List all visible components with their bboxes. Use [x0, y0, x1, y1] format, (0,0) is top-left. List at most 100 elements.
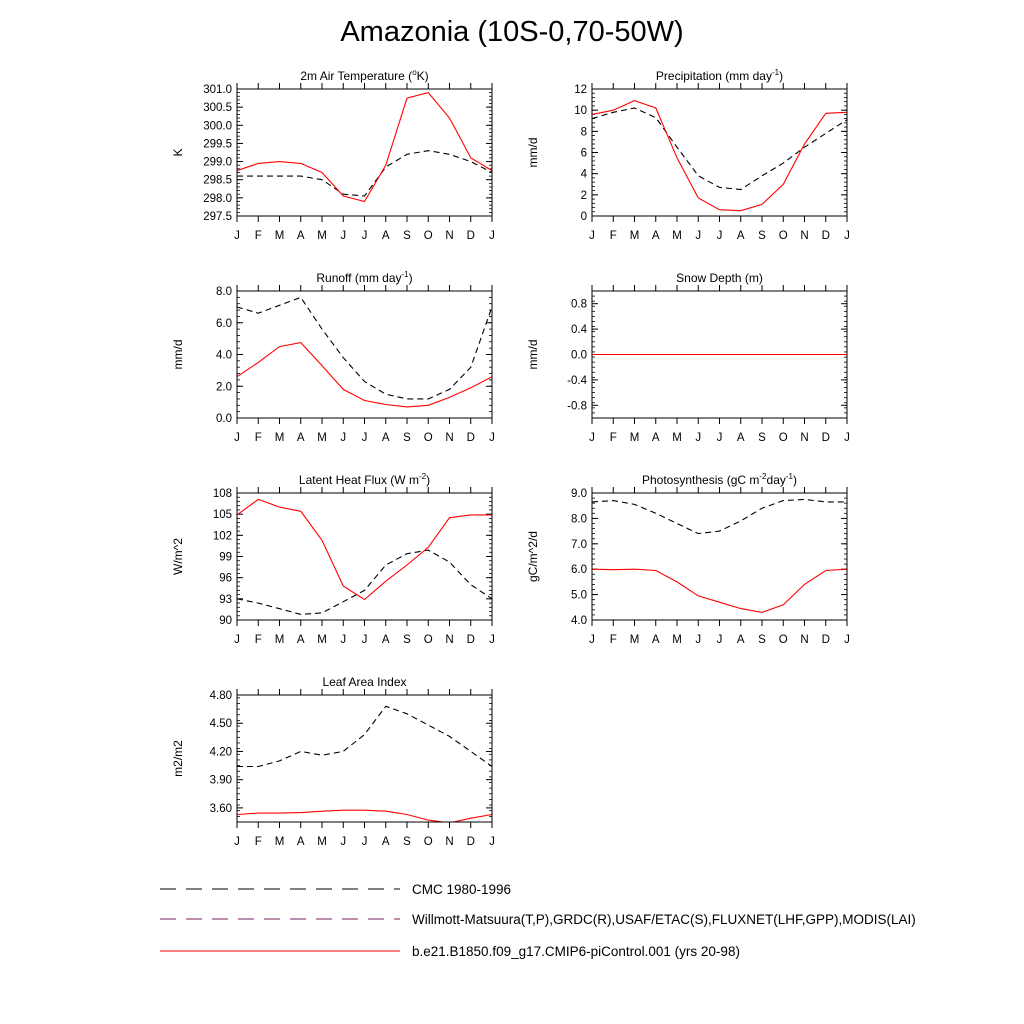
plot-frame	[236, 492, 493, 621]
x-tick-label: J	[695, 230, 701, 242]
x-tick-label: J	[695, 634, 701, 646]
series-obs-line	[592, 498, 847, 535]
y-tick-label: 300.5	[203, 102, 232, 114]
y-tick-label: 8.0	[571, 513, 587, 525]
title-rest: K)	[417, 69, 429, 83]
plot-frame	[591, 290, 848, 419]
y-tick-label: 0.4	[571, 324, 588, 336]
y-tick-label: 0.0	[571, 350, 587, 362]
x-tick-label: J	[717, 634, 723, 646]
x-tick-label: J	[234, 634, 240, 646]
x-tick-label: M	[317, 230, 327, 242]
y-tick-label: 6	[581, 148, 587, 160]
x-tick-label: A	[737, 634, 745, 646]
panel-6: Photosynthesis (gC m-2day-1) gC/m^2/d 4.0 5…	[526, 472, 850, 646]
y-tick-label: 4	[581, 169, 588, 181]
y-tick-label: 299.5	[203, 138, 232, 150]
y-tick-label: 300.0	[203, 120, 232, 132]
x-tick-label: S	[403, 836, 411, 848]
x-tick-label: M	[275, 634, 285, 646]
y-tick-label: 0	[581, 211, 587, 223]
y-axis-label: gC/m^2/d	[526, 531, 540, 582]
legend-label: b.e21.B1850.f09_g17.CMIP6-piControl.001 …	[412, 944, 740, 959]
plot-frame	[236, 694, 493, 823]
x-tick-label: D	[467, 432, 475, 444]
x-tick-label: A	[382, 634, 390, 646]
series-model-line	[237, 498, 492, 601]
x-tick-label: F	[610, 634, 617, 646]
x-tick-label: J	[362, 836, 368, 848]
x-tick-label: A	[737, 432, 745, 444]
x-tick-label: S	[403, 230, 411, 242]
x-tick-label: M	[317, 432, 327, 444]
panel-title: Precipitation (mm day-1)	[656, 68, 783, 83]
x-tick-label: F	[610, 432, 617, 444]
x-tick-label: J	[362, 432, 368, 444]
panel-title: Snow Depth (m)	[676, 271, 763, 285]
series-obs-line	[237, 150, 492, 197]
x-tick-label: M	[630, 634, 640, 646]
title-superscript: -2	[419, 472, 427, 481]
x-tick-label: M	[672, 230, 682, 242]
x-tick-label: O	[424, 432, 433, 444]
legend: CMC 1980-1996 Willmott-Matsuura(T,P),GRDC…	[160, 882, 916, 959]
x-tick-label: O	[779, 432, 788, 444]
x-tick-label: J	[362, 230, 368, 242]
x-tick-label: N	[800, 634, 808, 646]
x-tick-label: S	[403, 432, 411, 444]
x-tick-label: J	[340, 634, 346, 646]
legend-label: Willmott-Matsuura(T,P),GRDC(R),USAF/ETAC…	[412, 912, 916, 927]
x-tick-label: M	[317, 836, 327, 848]
y-tick-label: 2.0	[216, 381, 232, 393]
x-tick-label: J	[695, 432, 701, 444]
y-tick-label: 5.0	[571, 590, 587, 602]
x-tick-label: N	[445, 634, 453, 646]
panel-5: Latent Heat Flux (W m-2) W/m^2 90 93 96 99 102…	[171, 472, 495, 646]
y-tick-label: 99	[219, 552, 232, 564]
x-tick-label: A	[652, 230, 660, 242]
y-tick-label: 93	[219, 594, 232, 606]
x-tick-label: J	[234, 230, 240, 242]
series-model-line	[237, 91, 492, 203]
x-tick-label: M	[630, 432, 640, 444]
x-tick-label: F	[610, 230, 617, 242]
x-tick-label: O	[779, 634, 788, 646]
title-main: Latent Heat Flux (W m	[299, 473, 419, 487]
panel-title: 2m Air Temperature (oK)	[300, 68, 428, 83]
x-tick-label: M	[317, 634, 327, 646]
x-tick-label: J	[340, 836, 346, 848]
y-tick-label: 4.0	[216, 350, 232, 362]
panel-4: Snow Depth (m)mm/d-0.8-0.40.00.40.8J F M A M…	[526, 271, 850, 444]
x-tick-label: S	[758, 432, 766, 444]
y-tick-label: 297.5	[203, 211, 232, 223]
y-tick-label: 105	[213, 509, 232, 521]
series-obs-line	[592, 107, 847, 191]
x-tick-label: A	[297, 230, 305, 242]
x-tick-label: A	[297, 836, 305, 848]
y-axis-label: m2/m2	[171, 740, 185, 777]
y-axis-label: K	[171, 148, 185, 156]
x-tick-label: D	[822, 432, 830, 444]
title-superscript: -2	[759, 472, 767, 481]
x-tick-label: J	[844, 230, 850, 242]
x-tick-label: J	[717, 230, 723, 242]
y-tick-label: 10	[574, 105, 587, 117]
y-tick-label: 6.0	[571, 564, 587, 576]
x-tick-label: A	[297, 634, 305, 646]
x-tick-label: S	[758, 634, 766, 646]
y-tick-label: 0.8	[571, 299, 587, 311]
x-tick-label: F	[255, 634, 262, 646]
x-tick-label: O	[424, 230, 433, 242]
x-tick-label: A	[382, 836, 390, 848]
x-tick-label: J	[234, 836, 240, 848]
panel-title: Runoff (mm day-1)	[316, 270, 412, 285]
x-tick-label: N	[445, 836, 453, 848]
x-tick-label: A	[382, 230, 390, 242]
panel-7: Leaf Area Index m2/m2 3.60 3.90 4.20 4.50 4.80…	[171, 675, 495, 848]
series-model-line	[237, 342, 492, 408]
x-tick-label: J	[489, 836, 495, 848]
panel-title: Latent Heat Flux (W m-2)	[299, 472, 430, 487]
y-tick-label: 12	[574, 84, 587, 96]
y-axis-label: mm/d	[171, 340, 185, 370]
x-tick-label: O	[424, 634, 433, 646]
